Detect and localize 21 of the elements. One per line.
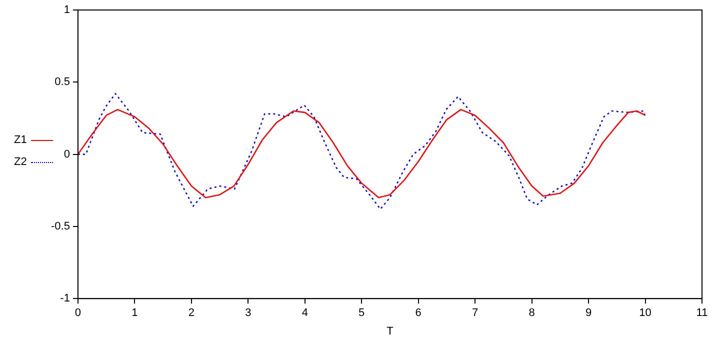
x-tick-label: 9 [585, 307, 592, 320]
y-tick-label: 0 [64, 148, 70, 160]
x-tick-label: 0 [74, 307, 82, 320]
y-tick-label: 1 [64, 4, 70, 16]
x-tick-label: 2 [188, 307, 194, 320]
legend-label: Z1 [14, 134, 27, 146]
x-tick-label: 3 [245, 307, 252, 320]
x-tick-label: 4 [302, 307, 308, 320]
y-tick-label: 0.5 [54, 76, 70, 88]
line-series [78, 93, 646, 210]
y-tick-label: -0.5 [50, 220, 70, 232]
legend-label: Z2 [14, 156, 27, 168]
x-tick-label: 11 [696, 307, 708, 320]
x-tick-label: 10 [639, 307, 652, 320]
x-tick-label: 6 [415, 307, 422, 320]
x-tick-label: 5 [358, 307, 365, 320]
x-tick-label: 8 [528, 307, 535, 320]
x-tick-label: 7 [472, 307, 478, 320]
x-axis-title: T [386, 325, 394, 338]
y-tick-label: -1 [60, 292, 70, 305]
x-tick-label: 1 [132, 307, 138, 320]
